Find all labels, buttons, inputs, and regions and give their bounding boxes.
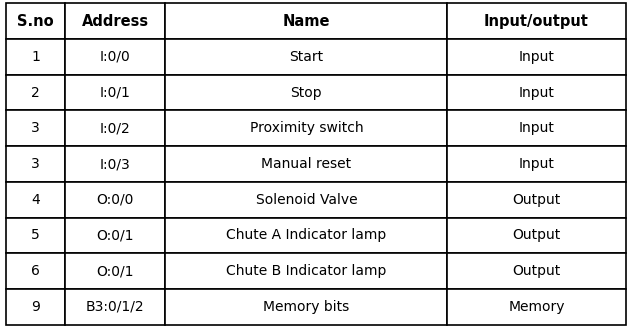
Text: Manual reset: Manual reset [262, 157, 351, 171]
Text: 9: 9 [31, 300, 40, 314]
Text: 3: 3 [31, 121, 40, 135]
Text: Chute B Indicator lamp: Chute B Indicator lamp [226, 264, 387, 278]
Bar [166, 289, 447, 325]
Bar [64, 111, 166, 146]
Text: Stop: Stop [291, 86, 322, 100]
Bar [64, 253, 166, 289]
Bar [6, 75, 64, 111]
Text: 5: 5 [31, 228, 40, 242]
Bar [166, 217, 447, 253]
Text: Input: Input [518, 50, 554, 64]
Text: Input: Input [518, 121, 554, 135]
Text: Chute A Indicator lamp: Chute A Indicator lamp [226, 228, 387, 242]
Bar [447, 75, 626, 111]
Text: I:0/3: I:0/3 [100, 157, 130, 171]
Bar [166, 253, 447, 289]
Bar [64, 39, 166, 75]
Bar [166, 182, 447, 217]
Text: Output: Output [513, 228, 561, 242]
Text: O:0/1: O:0/1 [96, 264, 134, 278]
Bar [6, 111, 64, 146]
Text: Proximity switch: Proximity switch [250, 121, 363, 135]
Text: Input: Input [518, 157, 554, 171]
Text: 1: 1 [31, 50, 40, 64]
Text: B3:0/1/2: B3:0/1/2 [86, 300, 144, 314]
Bar [64, 146, 166, 182]
Text: 3: 3 [31, 157, 40, 171]
Text: 2: 2 [31, 86, 40, 100]
Text: Memory bits: Memory bits [264, 300, 349, 314]
Text: Start: Start [289, 50, 324, 64]
Bar [166, 111, 447, 146]
Bar [447, 39, 626, 75]
Text: O:0/1: O:0/1 [96, 228, 134, 242]
Bar [447, 3, 626, 39]
Text: Input/output: Input/output [484, 14, 589, 29]
Text: Address: Address [82, 14, 149, 29]
Bar [166, 39, 447, 75]
Text: Output: Output [513, 264, 561, 278]
Bar [166, 75, 447, 111]
Bar [447, 146, 626, 182]
Bar [166, 3, 447, 39]
Bar [6, 146, 64, 182]
Bar [6, 39, 64, 75]
Text: Name: Name [283, 14, 330, 29]
Bar [6, 253, 64, 289]
Text: S.no: S.no [17, 14, 54, 29]
Bar [6, 182, 64, 217]
Text: Solenoid Valve: Solenoid Valve [255, 193, 357, 207]
Text: I:0/2: I:0/2 [100, 121, 130, 135]
Text: Output: Output [513, 193, 561, 207]
Bar [447, 111, 626, 146]
Bar [166, 146, 447, 182]
Text: Input: Input [518, 86, 554, 100]
Text: Memory: Memory [508, 300, 565, 314]
Bar [64, 289, 166, 325]
Bar [447, 217, 626, 253]
Bar [6, 289, 64, 325]
Bar [64, 75, 166, 111]
Bar [447, 182, 626, 217]
Bar [64, 217, 166, 253]
Bar [447, 289, 626, 325]
Bar [6, 217, 64, 253]
Bar [447, 253, 626, 289]
Text: 6: 6 [31, 264, 40, 278]
Text: O:0/0: O:0/0 [96, 193, 134, 207]
Text: I:0/0: I:0/0 [100, 50, 130, 64]
Text: 4: 4 [31, 193, 40, 207]
Bar [64, 182, 166, 217]
Bar [6, 3, 64, 39]
Bar [64, 3, 166, 39]
Text: I:0/1: I:0/1 [100, 86, 130, 100]
